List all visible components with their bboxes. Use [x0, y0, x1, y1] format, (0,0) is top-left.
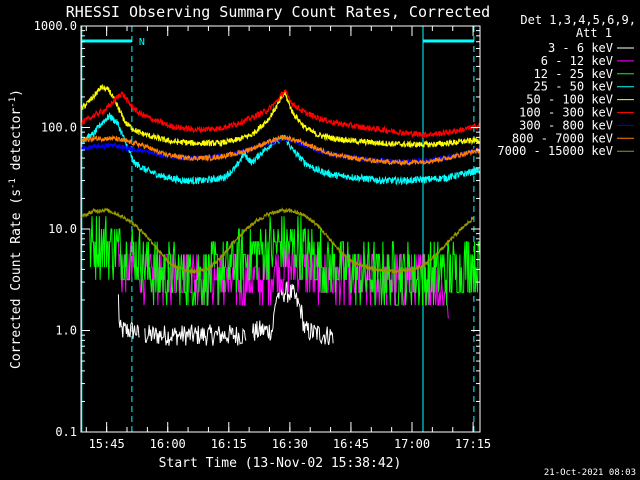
x-tick-label: 16:30 [272, 437, 308, 451]
legend-label: 100 - 300 keV [519, 106, 613, 120]
series-9 [81, 207, 475, 275]
y-axis: 0.1 1.0 10.0 100.0 1000.0 [34, 19, 480, 439]
x-axis: 15:45 16:00 16:15 16:30 16:45 17:00 17:15 [85, 26, 491, 451]
y-tick-label: 1.0 [55, 324, 77, 338]
series-line [81, 207, 475, 275]
x-tick-label: 17:15 [455, 437, 491, 451]
plot-frame [80, 25, 481, 433]
y-axis-label: Corrected Count Rate (s-1 detector-1) [8, 89, 24, 369]
y-tick-label: 0.1 [55, 425, 77, 439]
series-line [81, 84, 480, 149]
y-tick-label: 100.0 [41, 121, 77, 135]
y-axis-label-sup1: -1 [8, 178, 18, 189]
series-3 [89, 216, 480, 306]
series-line [81, 134, 480, 167]
series-8 [81, 134, 480, 167]
series-line [144, 324, 247, 346]
y-tick-label: 10.0 [48, 222, 77, 236]
y-axis-label-end: ) [9, 89, 24, 97]
series-line [117, 294, 140, 339]
x-tick-label: 16:00 [150, 437, 186, 451]
legend-label: 12 - 25 keV [534, 67, 613, 81]
series-line [252, 281, 334, 346]
legend-label: 300 - 800 keV [519, 118, 613, 132]
series-line [89, 216, 480, 306]
x-tick-label: 16:15 [211, 437, 247, 451]
legend-label: 6 - 12 keV [541, 54, 613, 68]
x-axis-label: Start Time (13-Nov-02 15:38:42) [159, 456, 402, 471]
series-5 [81, 84, 480, 149]
series-line [81, 136, 480, 166]
legend-label: 7000 - 15000 keV [497, 144, 613, 158]
series-1 [117, 281, 334, 346]
series-6 [81, 89, 480, 140]
x-tick-label: 15:45 [89, 437, 125, 451]
plot-area: N [81, 26, 480, 432]
generated-timestamp: 21-Oct-2021 08:03 [544, 468, 636, 478]
legend-header-line1: Det 1,3,4,5,6,9, [520, 13, 636, 27]
y-axis-label-main: Corrected Count Rate (s [9, 189, 24, 369]
x-tick-label: 16:45 [333, 437, 369, 451]
x-tick-label: 17:00 [394, 437, 430, 451]
night-marker-label: N [139, 37, 145, 48]
series-4 [81, 112, 480, 186]
legend-header-line2: Att 1 [576, 26, 612, 40]
y-axis-label-mid: detector [9, 108, 24, 179]
y-tick-label: 1000.0 [34, 19, 77, 33]
series-line [81, 89, 480, 140]
chart-title: RHESSI Observing Summary Count Rates, Co… [66, 3, 490, 21]
y-axis-label-sup2: -1 [8, 97, 18, 108]
legend-label: 3 - 6 keV [548, 41, 613, 55]
series-line [81, 112, 480, 186]
series-7 [81, 136, 480, 166]
legend-label: 50 - 100 keV [526, 93, 613, 107]
legend-label: 25 - 50 keV [534, 80, 613, 94]
legend-label: 800 - 7000 keV [512, 131, 613, 145]
